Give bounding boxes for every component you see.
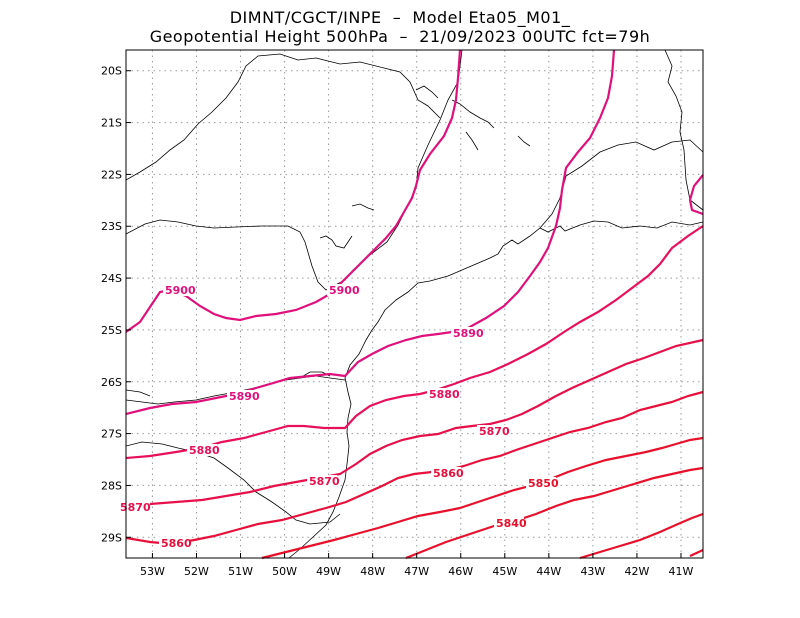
contour-label-5860-a: 5860 <box>433 467 464 480</box>
contour-label-5880-a: 5880 <box>429 388 460 401</box>
contour-5900-right <box>688 174 704 216</box>
lon-tick-label: 51W <box>228 565 253 578</box>
lon-tick-label: 50W <box>272 565 297 578</box>
contour-5870 <box>125 338 704 508</box>
state-border-ms-sp <box>125 53 441 181</box>
lon-tick-label: 52W <box>184 565 209 578</box>
contour-5850 <box>261 436 704 560</box>
lon-tick-label: 44W <box>536 565 561 578</box>
lat-tick-label: 23S <box>101 220 122 233</box>
contour-label-5850: 5850 <box>528 477 559 490</box>
state-border-sc-rs <box>125 441 341 525</box>
reservoir <box>415 85 531 151</box>
contour-label-5860-b: 5860 <box>161 537 192 550</box>
map-title-line-1: DIMNT/CGCT/INPE – Model Eta05_M01_ <box>229 8 571 27</box>
lat-tick-label: 24S <box>101 272 122 285</box>
contour-label-5890-b: 5890 <box>229 390 260 403</box>
lat-tick-label: 26S <box>101 376 122 389</box>
lon-tick-label: 48W <box>360 565 385 578</box>
contour-label-5840: 5840 <box>496 517 527 530</box>
contour-5890-east <box>344 49 616 377</box>
lon-tick-label: 42W <box>624 565 649 578</box>
lat-tick-label: 29S <box>101 531 122 544</box>
lake <box>319 203 375 249</box>
contour-5830 <box>579 512 704 560</box>
lon-tick-label: 46W <box>448 565 473 578</box>
coastline <box>288 220 704 559</box>
state-border-mg-rj-es <box>539 139 704 229</box>
contour-5820 <box>689 549 704 557</box>
contour-label-5890-a: 5890 <box>453 327 484 340</box>
contour-label-5870-c: 5870 <box>120 501 151 514</box>
contour-label-5880-b: 5880 <box>189 444 220 457</box>
contour-label-5900-a: 5900 <box>165 284 196 297</box>
lat-tick-label: 25S <box>101 324 122 337</box>
state-border-mg-es <box>664 49 704 211</box>
lat-tick-label: 27S <box>101 428 122 441</box>
map-title-line-2: Geopotential Height 500hPa – 21/09/2023 … <box>149 27 651 46</box>
map-frame <box>125 49 704 559</box>
lon-tick-label: 53W <box>140 565 165 578</box>
state-border-sp-rj-mg <box>125 49 463 291</box>
map-plot-area <box>126 50 703 558</box>
lon-tick-label: 49W <box>316 565 341 578</box>
lat-tick-label: 21S <box>101 117 122 130</box>
contour-5840 <box>405 466 704 560</box>
contour-label-5870-b: 5870 <box>309 475 340 488</box>
lon-tick-label: 45W <box>492 565 517 578</box>
axes: 53W 52W 51W 50W 49W 48W 47W 46W 45W 44W 43W 42W 41W 2… <box>101 65 694 578</box>
lon-tick-label: 43W <box>580 565 605 578</box>
lat-tick-label: 20S <box>101 65 122 78</box>
lon-tick-label: 41W <box>669 565 694 578</box>
contour-label-5870-a: 5870 <box>479 425 510 438</box>
contour-label-5900-b: 5900 <box>329 284 360 297</box>
lat-tick-label: 28S <box>101 479 122 492</box>
lon-tick-label: 47W <box>404 565 429 578</box>
lat-tick-label: 22S <box>101 168 122 181</box>
contour-labels: 5900 5900 5890 5890 5880 5880 5870 5870 … <box>120 284 559 550</box>
